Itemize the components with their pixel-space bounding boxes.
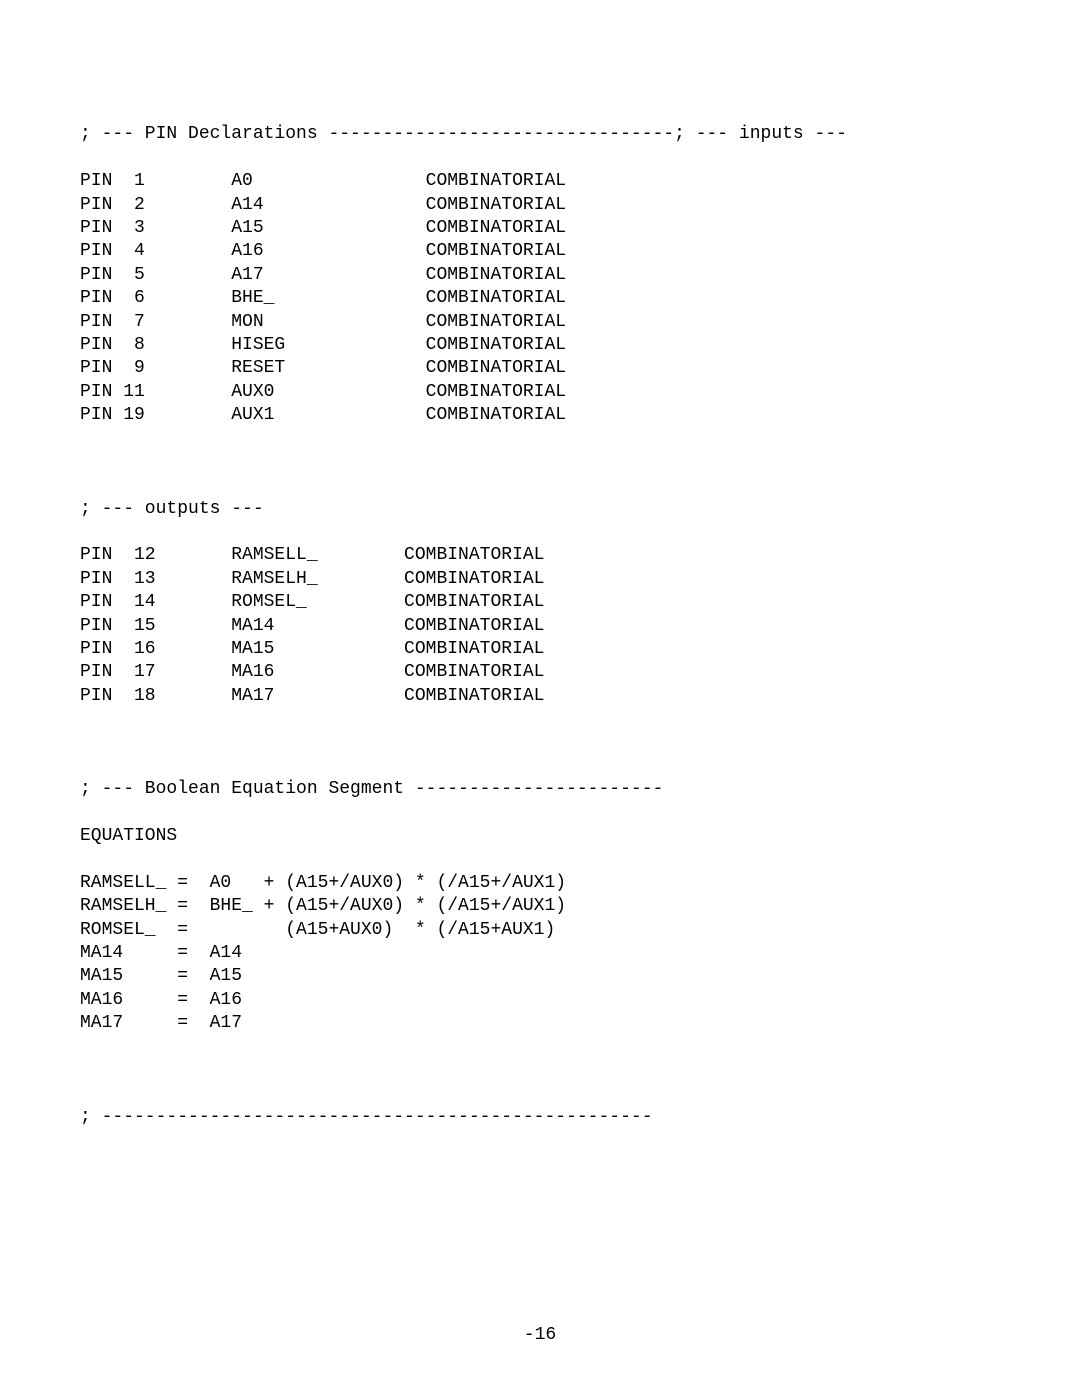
equation-row: RAMSELL_ = A0 + (A15+/AUX0) * (/A15+/AUX… xyxy=(80,872,1000,895)
header-outputs: ; --- outputs --- xyxy=(80,498,1000,521)
pin-input-row: PIN 2 A14 COMBINATORIAL xyxy=(80,194,1000,217)
pin-output-row: PIN 14 ROMSEL_ COMBINATORIAL xyxy=(80,591,1000,614)
pin-input-row: PIN 5 A17 COMBINATORIAL xyxy=(80,264,1000,287)
pin-inputs-block: PIN 1 A0 COMBINATORIALPIN 2 A14 COMBINAT… xyxy=(80,170,1000,427)
pin-output-row: PIN 15 MA14 COMBINATORIAL xyxy=(80,615,1000,638)
pin-input-row: PIN 4 A16 COMBINATORIAL xyxy=(80,240,1000,263)
pin-output-row: PIN 13 RAMSELH_ COMBINATORIAL xyxy=(80,568,1000,591)
pin-output-row: PIN 17 MA16 COMBINATORIAL xyxy=(80,661,1000,684)
blank-line-1 xyxy=(80,451,1000,474)
header-equations: ; --- Boolean Equation Segment ---------… xyxy=(80,778,1000,801)
pin-outputs-block: PIN 12 RAMSELL_ COMBINATORIALPIN 13 RAMS… xyxy=(80,544,1000,708)
page-number: -16 xyxy=(524,1324,556,1347)
pin-input-row: PIN 7 MON COMBINATORIAL xyxy=(80,311,1000,334)
equation-row: MA17 = A17 xyxy=(80,1012,1000,1035)
pin-input-row: PIN 3 A15 COMBINATORIAL xyxy=(80,217,1000,240)
equation-row: MA15 = A15 xyxy=(80,965,1000,988)
footer-line: ; --------------------------------------… xyxy=(80,1106,1000,1129)
equation-row: MA16 = A16 xyxy=(80,989,1000,1012)
pin-input-row: PIN 8 HISEG COMBINATORIAL xyxy=(80,334,1000,357)
equations-block: RAMSELL_ = A0 + (A15+/AUX0) * (/A15+/AUX… xyxy=(80,872,1000,1036)
blank-line-3 xyxy=(80,1059,1000,1082)
equations-label: EQUATIONS xyxy=(80,825,1000,848)
pin-output-row: PIN 16 MA15 COMBINATORIAL xyxy=(80,638,1000,661)
header-inputs: ; --- PIN Declarations -----------------… xyxy=(80,123,1000,146)
pin-input-row: PIN 19 AUX1 COMBINATORIAL xyxy=(80,404,1000,427)
pin-input-row: PIN 6 BHE_ COMBINATORIAL xyxy=(80,287,1000,310)
pin-input-row: PIN 1 A0 COMBINATORIAL xyxy=(80,170,1000,193)
code-listing: ; --- PIN Declarations -----------------… xyxy=(80,100,1000,1153)
equation-row: ROMSEL_ = (A15+AUX0) * (/A15+AUX1) xyxy=(80,919,1000,942)
pin-output-row: PIN 18 MA17 COMBINATORIAL xyxy=(80,685,1000,708)
equation-row: RAMSELH_ = BHE_ + (A15+/AUX0) * (/A15+/A… xyxy=(80,895,1000,918)
pin-input-row: PIN 9 RESET COMBINATORIAL xyxy=(80,357,1000,380)
pin-output-row: PIN 12 RAMSELL_ COMBINATORIAL xyxy=(80,544,1000,567)
equation-row: MA14 = A14 xyxy=(80,942,1000,965)
pin-input-row: PIN 11 AUX0 COMBINATORIAL xyxy=(80,381,1000,404)
blank-line-2 xyxy=(80,732,1000,755)
